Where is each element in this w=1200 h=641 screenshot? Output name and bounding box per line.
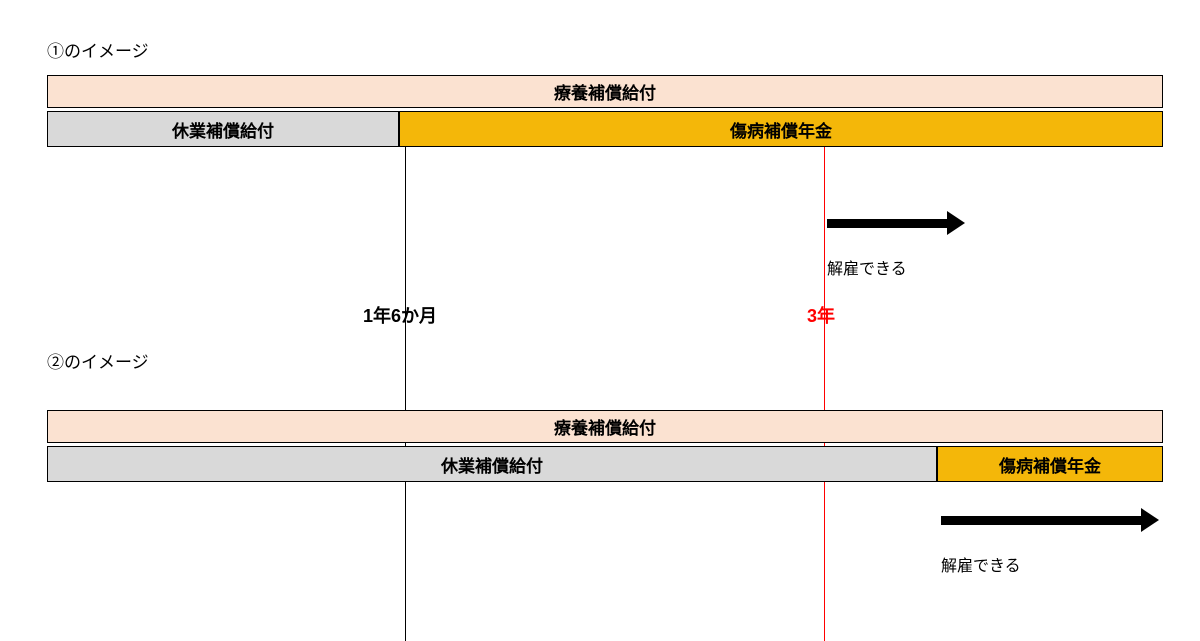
section1-top-bar: 療養補償給付 bbox=[47, 75, 1163, 108]
timestamp-18months-label: 1年6か月 bbox=[363, 302, 437, 328]
section2-arrow-head-icon bbox=[1141, 508, 1159, 532]
section1-orange-bar: 傷病補償年金 bbox=[399, 111, 1163, 147]
section2-arrow-shaft bbox=[941, 516, 1141, 525]
timestamp-3years-label: 3年 bbox=[807, 302, 835, 328]
section2-top-bar: 療養補償給付 bbox=[47, 410, 1163, 443]
section2-orange-bar: 傷病補償年金 bbox=[937, 446, 1163, 482]
section1-arrow-head-icon bbox=[947, 211, 965, 235]
section1-title: ①のイメージ bbox=[47, 37, 149, 62]
diagram-canvas: ①のイメージ 療養補償給付 休業補償給付 傷病補償年金 解雇できる 1年6か月 … bbox=[0, 0, 1200, 641]
section1-arrow-shaft bbox=[827, 219, 947, 228]
section1-grey-bar: 休業補償給付 bbox=[47, 111, 399, 147]
section2-dismiss-label: 解雇できる bbox=[941, 552, 1021, 576]
section2-title: ②のイメージ bbox=[47, 348, 149, 373]
section2-grey-bar: 休業補償給付 bbox=[47, 446, 937, 482]
vertical-line-3years bbox=[824, 147, 825, 641]
vertical-line-18months bbox=[405, 147, 406, 641]
section1-dismiss-label: 解雇できる bbox=[827, 255, 907, 279]
